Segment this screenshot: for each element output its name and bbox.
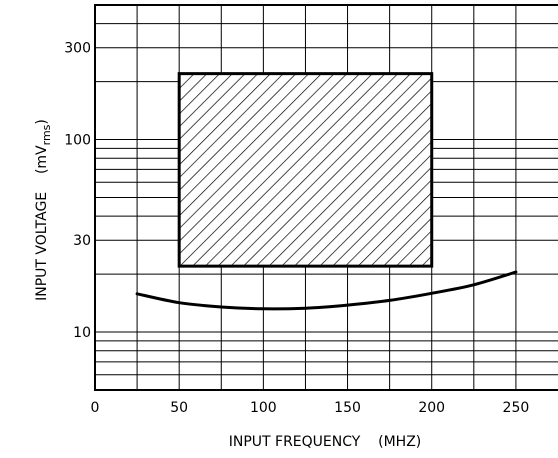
x-axis-label: INPUT FREQUENCY (MHZ) [229,434,422,450]
y-axis-label-subscript: rms [40,124,53,145]
series-layer [135,270,518,311]
y-axis-label-close: ) [34,119,50,124]
x-tick-label: 100 [250,400,277,416]
y-tick-label: 10 [73,325,91,341]
x-tick-labels: 0 50 100 150 200 250 [91,400,530,416]
operating-region-layer [177,72,434,268]
sensitivity-curve [135,270,518,311]
plot-frame [94,4,558,391]
y-tick-label: 30 [73,233,91,249]
operating-region [177,72,434,268]
y-axis-label-main: INPUT VOLTAGE (mV [34,145,50,301]
x-tick-label: 200 [418,400,445,416]
x-tick-label: 250 [503,400,530,416]
x-tick-label: 50 [170,400,188,416]
y-tick-labels: 10 30 100 300 [64,41,91,341]
x-tick-label: 150 [334,400,361,416]
x-tick-label: 0 [91,400,100,416]
y-axis-label: INPUT VOLTAGE (mVrms) [34,119,53,301]
y-tick-label: 100 [64,133,91,149]
y-tick-label: 300 [64,41,91,57]
